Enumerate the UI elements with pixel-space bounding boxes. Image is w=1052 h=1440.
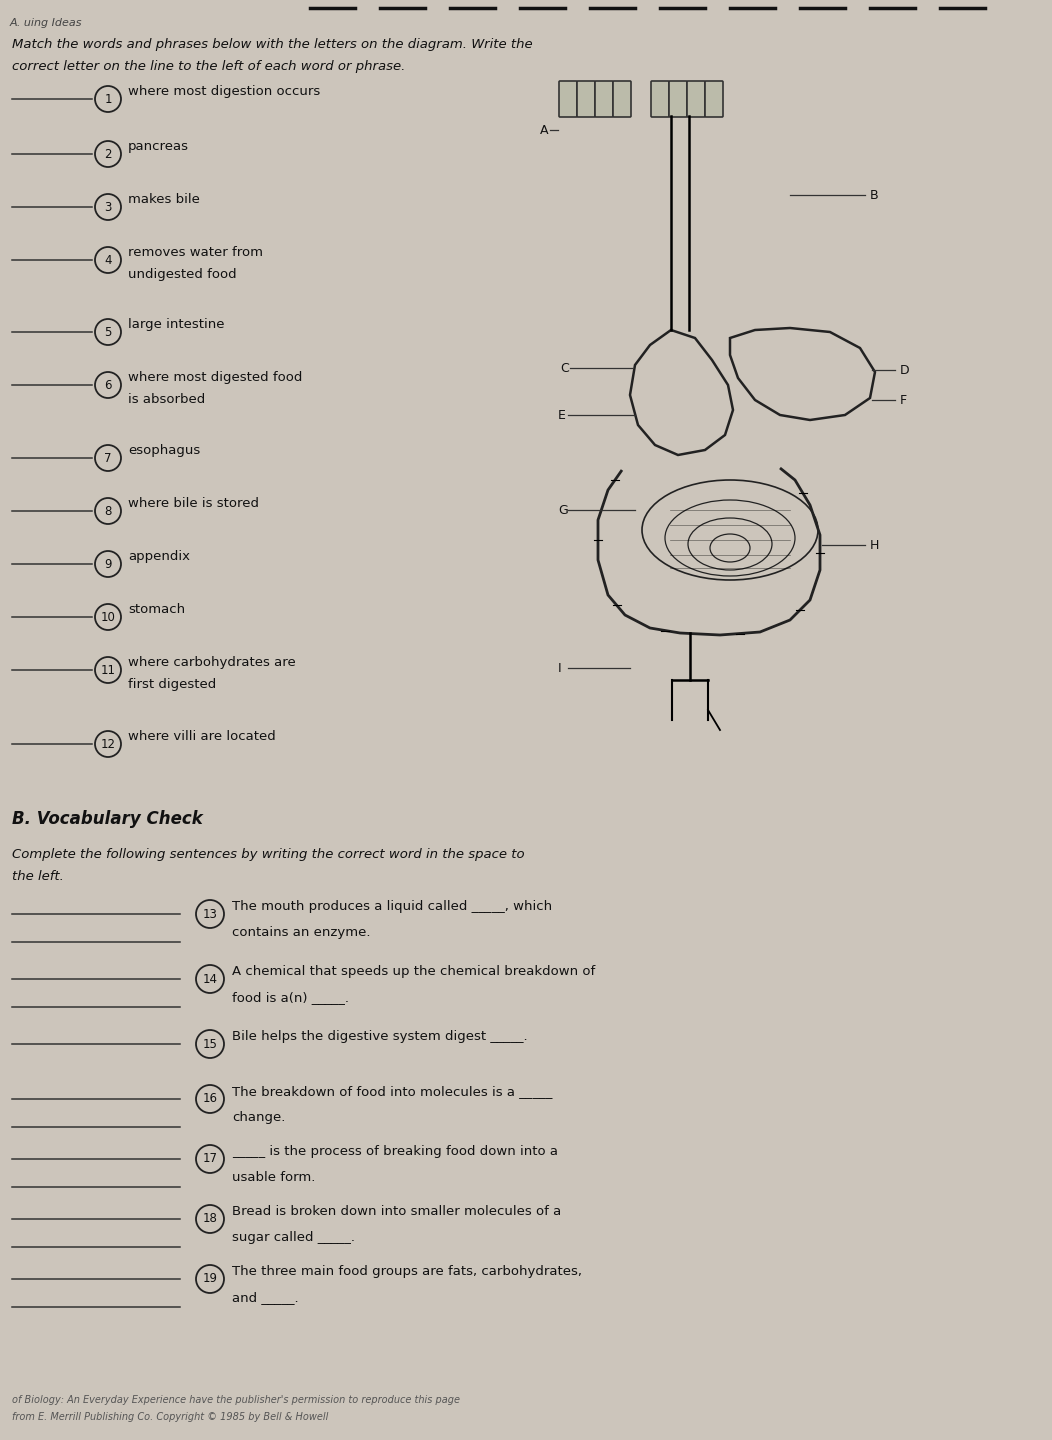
- Text: 9: 9: [104, 557, 112, 570]
- Text: esophagus: esophagus: [128, 444, 200, 456]
- Text: The mouth produces a liquid called _____, which: The mouth produces a liquid called _____…: [232, 900, 552, 913]
- Text: sugar called _____.: sugar called _____.: [232, 1231, 355, 1244]
- Text: food is a(n) _____.: food is a(n) _____.: [232, 991, 349, 1004]
- Text: 1: 1: [104, 92, 112, 105]
- FancyBboxPatch shape: [705, 81, 723, 117]
- Text: contains an enzyme.: contains an enzyme.: [232, 926, 370, 939]
- Text: 7: 7: [104, 452, 112, 465]
- Text: appendix: appendix: [128, 550, 190, 563]
- Text: 16: 16: [202, 1093, 218, 1106]
- Text: correct letter on the line to the left of each word or phrase.: correct letter on the line to the left o…: [12, 60, 405, 73]
- Text: B: B: [870, 189, 878, 202]
- Text: B. Vocabulary Check: B. Vocabulary Check: [12, 809, 203, 828]
- Text: 6: 6: [104, 379, 112, 392]
- Text: of Biology: An Everyday Experience have the publisher's permission to reproduce : of Biology: An Everyday Experience have …: [12, 1395, 460, 1405]
- Text: stomach: stomach: [128, 603, 185, 616]
- Text: where carbohydrates are: where carbohydrates are: [128, 657, 296, 670]
- Text: Bread is broken down into smaller molecules of a: Bread is broken down into smaller molecu…: [232, 1205, 562, 1218]
- Text: 2: 2: [104, 147, 112, 160]
- Text: A. uing Ideas: A. uing Ideas: [11, 19, 82, 27]
- Text: 4: 4: [104, 253, 112, 266]
- Text: 3: 3: [104, 200, 112, 213]
- Text: where most digested food: where most digested food: [128, 372, 302, 384]
- Text: D: D: [901, 363, 910, 376]
- Text: C: C: [560, 361, 569, 374]
- Text: 8: 8: [104, 504, 112, 517]
- Text: 19: 19: [202, 1273, 218, 1286]
- Text: E: E: [558, 409, 566, 422]
- Text: 15: 15: [203, 1037, 218, 1051]
- Text: F: F: [901, 393, 907, 406]
- FancyBboxPatch shape: [613, 81, 631, 117]
- Text: 17: 17: [202, 1152, 218, 1165]
- Text: pancreas: pancreas: [128, 140, 189, 153]
- Text: 10: 10: [101, 611, 116, 624]
- Text: A chemical that speeds up the chemical breakdown of: A chemical that speeds up the chemical b…: [232, 965, 595, 978]
- Text: change.: change.: [232, 1112, 285, 1125]
- Text: the left.: the left.: [12, 870, 64, 883]
- FancyBboxPatch shape: [576, 81, 595, 117]
- Text: Bile helps the digestive system digest _____.: Bile helps the digestive system digest _…: [232, 1030, 528, 1043]
- FancyBboxPatch shape: [595, 81, 613, 117]
- Text: removes water from: removes water from: [128, 246, 263, 259]
- Text: 18: 18: [203, 1212, 218, 1225]
- Text: A: A: [540, 124, 548, 137]
- Text: first digested: first digested: [128, 678, 217, 691]
- Text: makes bile: makes bile: [128, 193, 200, 206]
- Text: is absorbed: is absorbed: [128, 393, 205, 406]
- Text: from E. Merrill Publishing Co. Copyright © 1985 by Bell & Howell: from E. Merrill Publishing Co. Copyright…: [12, 1413, 328, 1423]
- FancyBboxPatch shape: [559, 81, 576, 117]
- Text: H: H: [870, 539, 879, 552]
- Text: where villi are located: where villi are located: [128, 730, 276, 743]
- Text: Complete the following sentences by writing the correct word in the space to: Complete the following sentences by writ…: [12, 848, 525, 861]
- Text: large intestine: large intestine: [128, 318, 224, 331]
- Text: _____ is the process of breaking food down into a: _____ is the process of breaking food do…: [232, 1145, 558, 1158]
- FancyBboxPatch shape: [669, 81, 687, 117]
- Text: and _____.: and _____.: [232, 1292, 299, 1305]
- FancyBboxPatch shape: [651, 81, 669, 117]
- Text: usable form.: usable form.: [232, 1171, 316, 1184]
- FancyBboxPatch shape: [687, 81, 705, 117]
- Text: where most digestion occurs: where most digestion occurs: [128, 85, 320, 98]
- Text: 12: 12: [101, 737, 116, 750]
- Text: The breakdown of food into molecules is a _____: The breakdown of food into molecules is …: [232, 1084, 552, 1097]
- Text: I: I: [558, 661, 562, 674]
- Text: G: G: [558, 504, 568, 517]
- Text: undigested food: undigested food: [128, 268, 237, 281]
- Text: 5: 5: [104, 325, 112, 338]
- Text: 11: 11: [101, 664, 116, 677]
- Text: Match the words and phrases below with the letters on the diagram. Write the: Match the words and phrases below with t…: [12, 37, 532, 50]
- Text: 13: 13: [203, 907, 218, 920]
- Text: where bile is stored: where bile is stored: [128, 497, 259, 510]
- Text: 14: 14: [202, 972, 218, 985]
- Text: The three main food groups are fats, carbohydrates,: The three main food groups are fats, car…: [232, 1264, 582, 1279]
